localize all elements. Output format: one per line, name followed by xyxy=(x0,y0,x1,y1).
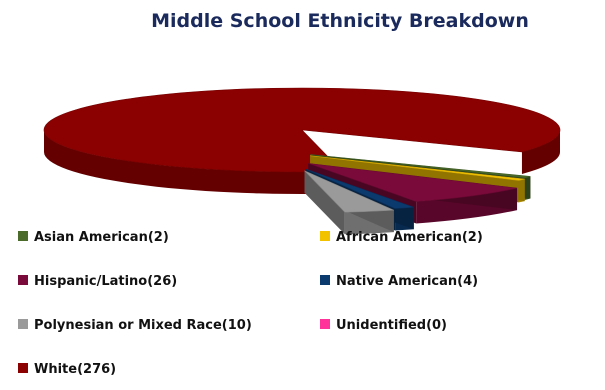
legend-swatch-african-american xyxy=(320,231,330,241)
legend-item-african-american: African American(2) xyxy=(320,230,483,245)
legend-swatch-polynesian-or-mixed-race xyxy=(18,319,28,329)
legend-swatch-asian-american xyxy=(18,231,28,241)
legend-item-white: White(276) xyxy=(18,362,116,377)
legend-label-polynesian-or-mixed-race: Polynesian or Mixed Race(10) xyxy=(34,318,252,333)
slice-white-side xyxy=(521,130,560,174)
slice-polynesian-or-mixed-race-edge xyxy=(304,170,345,235)
slice-african-american-top xyxy=(310,155,525,181)
slice-asian-american-top xyxy=(310,154,531,179)
legend-swatch-native-american xyxy=(320,275,330,285)
legend-item-hispanic-latino: Hispanic/Latino(26) xyxy=(18,274,177,289)
legend-label-unidentified: Unidentified(0) xyxy=(336,318,447,333)
slice-polynesian-or-mixed-race xyxy=(304,170,394,235)
legend-swatch-hispanic-latino xyxy=(18,275,28,285)
slice-native-american-top xyxy=(305,168,414,209)
legend: Asian American(2) African American(2) Hisp… xyxy=(18,230,483,377)
slice-polynesian-or-mixed-race-top xyxy=(304,170,394,213)
legend-item-native-american: Native American(4) xyxy=(320,274,478,289)
slice-white-side xyxy=(44,130,343,194)
legend-swatch-white xyxy=(18,363,28,373)
legend-item-unidentified: Unidentified(0) xyxy=(320,318,447,333)
chart-title: Middle School Ethnicity Breakdown xyxy=(151,10,529,32)
slice-white-top xyxy=(43,87,561,173)
legend-label-african-american: African American(2) xyxy=(336,230,483,245)
legend-label-white: White(276) xyxy=(34,362,116,377)
slice-hispanic-latino-top xyxy=(308,163,518,202)
legend-label-asian-american: Asian American(2) xyxy=(34,230,169,245)
pie-plot xyxy=(43,87,561,235)
legend-swatch-unidentified xyxy=(320,319,330,329)
legend-item-asian-american: Asian American(2) xyxy=(18,230,169,245)
legend-item-polynesian-or-mixed-race: Polynesian or Mixed Race(10) xyxy=(18,318,252,333)
legend-label-native-american: Native American(4) xyxy=(336,274,478,289)
legend-label-hispanic-latino: Hispanic/Latino(26) xyxy=(34,274,177,289)
slice-white xyxy=(43,87,561,194)
